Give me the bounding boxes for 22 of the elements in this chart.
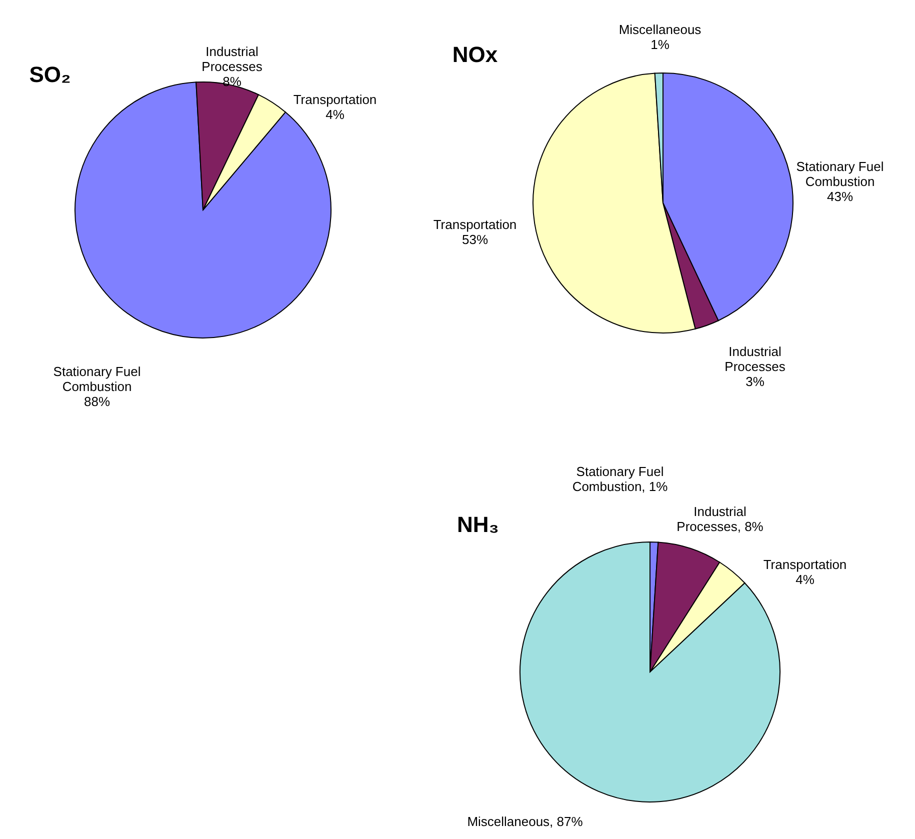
slice-label: Industrial Processes — [202, 44, 263, 74]
slice-label: Stationary Fuel Combustion — [796, 159, 884, 189]
slice-label: Miscellaneous — [618, 22, 702, 37]
data-label: 88% — [84, 394, 110, 409]
data-label: 8% — [222, 74, 242, 89]
data-label: 1% — [650, 37, 670, 52]
data-label: 4% — [326, 107, 345, 122]
slice-label: Stationary Fuel Combustion, 1% — [572, 464, 668, 494]
slice-label: Transportation — [763, 557, 847, 572]
data-label: 43% — [826, 189, 854, 204]
slice-label: Stationary Fuel Combustion — [53, 364, 141, 394]
slice-label: Industrial Processes, 8% — [676, 504, 764, 534]
data-label: 53% — [462, 232, 488, 247]
slice-label: Industrial Processes — [724, 344, 786, 374]
text: SO₂ — [29, 62, 71, 87]
text: NH₃ — [457, 512, 499, 537]
text: NOx — [452, 42, 498, 67]
slice-label: Miscellaneous, 87% — [467, 814, 584, 829]
slice-label: Transportation — [433, 217, 517, 232]
data-label: 4% — [796, 572, 815, 587]
slice-label: Transportation — [293, 92, 377, 107]
data-label: 3% — [746, 374, 765, 389]
